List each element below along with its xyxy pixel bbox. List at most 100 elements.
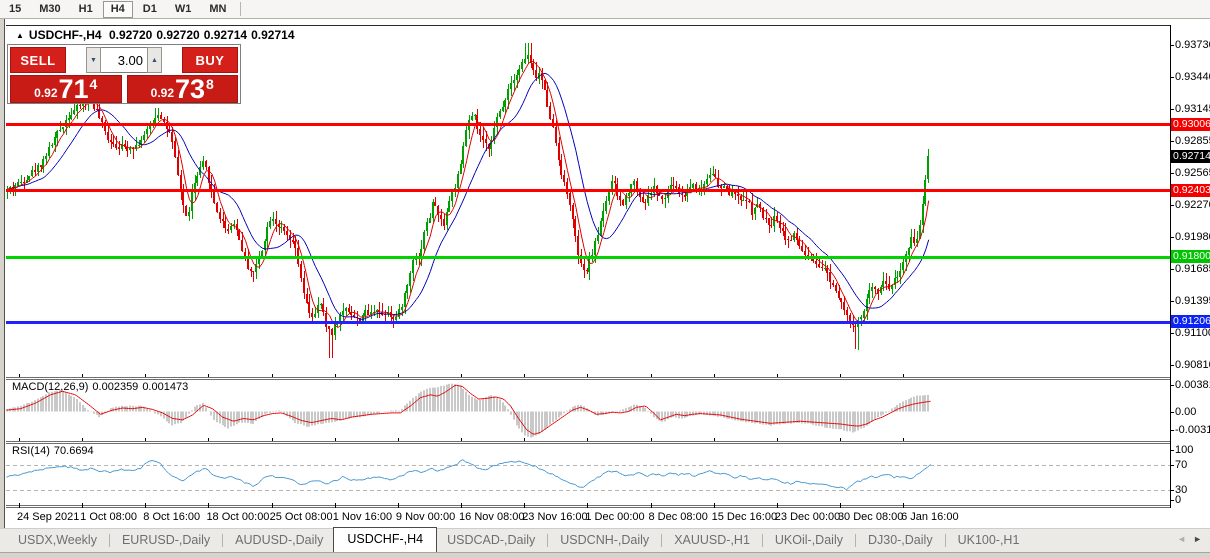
timeframe-button-w1[interactable]: W1 — [174, 2, 192, 15]
volume-input[interactable] — [101, 47, 147, 73]
trade-panel-collapse-icon[interactable]: ▲ — [16, 31, 24, 40]
chart-tab-xauusd[interactable]: XAUUSD-,H1 — [674, 533, 750, 547]
price-badge: 0.91206 — [1171, 315, 1210, 329]
sell-price-point: 4 — [89, 76, 98, 92]
time-tick-mark — [397, 504, 399, 508]
rsi-label: RSI(14) 70.6694 — [12, 445, 98, 457]
toolbar-separator — [240, 2, 242, 16]
macd-name: MACD(12,26,9) — [12, 381, 89, 393]
time-tick-label: 9 Nov 00:00 — [395, 511, 456, 523]
macd-tick-mark — [1170, 430, 1174, 431]
macd-signal-value: 0.001473 — [142, 381, 189, 393]
buy-price-display[interactable]: 0.92 73 8 — [126, 74, 238, 104]
macd-label: MACD(12,26,9) 0.002359 0.001473 — [12, 381, 192, 393]
time-tick-label: 8 Oct 16:00 — [143, 511, 201, 523]
tab-separator — [222, 534, 224, 547]
sell-button[interactable]: SELL — [10, 47, 66, 73]
price-tick-label: 0.91395 — [1175, 294, 1210, 307]
rsi-tick-label: 30 — [1175, 483, 1188, 496]
price-tick-mark — [1170, 205, 1174, 206]
time-tick-label: 1 Nov 16:00 — [332, 511, 393, 523]
chart-tab-usdcnh[interactable]: USDCNH-,Daily — [560, 533, 650, 547]
chart-tab-usdcad[interactable]: USDCAD-,Daily — [447, 533, 536, 547]
buy-price-base: 0.92 — [150, 86, 174, 100]
price-tick-mark — [1170, 333, 1174, 335]
timeframe-button-d1[interactable]: D1 — [142, 2, 157, 15]
time-tick-mark — [82, 504, 84, 508]
chart-tab-uk100[interactable]: UK100-,H1 — [957, 533, 1020, 547]
rsi-indicator-chart[interactable] — [6, 443, 1170, 506]
macd-tick-label: -0.003115 — [1175, 424, 1210, 436]
macd-tick-label: 0.003811 — [1175, 379, 1210, 391]
ohlc-open: 0.92720 — [108, 28, 153, 42]
time-tick-mark — [208, 504, 210, 508]
rsi-name: RSI(14) — [12, 445, 50, 457]
chart-tab-audusd[interactable]: AUDUSD-,Daily — [235, 533, 324, 547]
chart-tab-eurusd[interactable]: EURUSD-,Daily — [121, 533, 211, 547]
one-click-trading-panel: SELL ▼ ▲ BUY 0.92 71 4 0.92 73 8 — [7, 44, 241, 104]
panel-separator[interactable] — [6, 441, 1170, 444]
chart-tab-usdx[interactable]: USDX,Weekly — [18, 533, 97, 547]
chart-top-border — [6, 25, 1170, 26]
buy-price-pips: 73 — [175, 74, 206, 104]
time-tick-label: 6 Jan 16:00 — [901, 511, 959, 523]
tab-separator — [854, 534, 856, 547]
price-tick-mark — [1170, 300, 1174, 302]
tab-separator — [108, 534, 110, 547]
price-tick-mark — [1170, 236, 1174, 238]
time-tick-label: 23 Nov 16:00 — [522, 511, 588, 523]
timeframe-button-h1[interactable]: H1 — [78, 2, 93, 15]
tab-scroll-left-icon[interactable]: ◄ — [1177, 534, 1187, 544]
macd-tick-label: 0.00 — [1175, 405, 1197, 418]
chart-tab-usdchf[interactable]: USDCHF-,H4 — [333, 527, 438, 552]
timeframe-button-h4[interactable]: H4 — [102, 0, 133, 18]
rsi-tick-mark — [1170, 450, 1174, 451]
macd-tick-mark — [1170, 411, 1174, 413]
rsi-tick-mark — [1170, 464, 1174, 466]
time-tick-label: 15 Dec 16:00 — [711, 511, 778, 523]
macd-indicator-chart[interactable] — [6, 379, 1170, 441]
chart-tab-dj30[interactable]: DJ30-,Daily — [867, 533, 933, 547]
tab-scroll-right-icon[interactable]: ► — [1193, 534, 1202, 544]
time-tick-mark — [334, 504, 336, 508]
tab-separator — [661, 534, 663, 547]
time-tick-label: 23 Dec 00:00 — [774, 511, 841, 523]
sell-price-pips: 71 — [58, 74, 89, 104]
timeframe-button-15[interactable]: 15 — [9, 2, 22, 15]
chart-tab-ukoil[interactable]: UKOil-,Daily — [774, 533, 843, 547]
timeframe-button-mn[interactable]: MN — [209, 2, 227, 15]
ohlc-low: 0.92714 — [203, 28, 248, 42]
time-tick-mark — [903, 504, 905, 508]
price-tick-label: 0.92565 — [1175, 166, 1210, 179]
tab-separator — [547, 534, 549, 547]
volume-increase-icon[interactable]: ▲ — [147, 47, 162, 73]
price-tick-mark — [1170, 269, 1174, 271]
chart-title: ▲ USDCHF-,H4 0.92720 0.92720 0.92714 0.92714 — [16, 28, 299, 42]
time-tick-label: 8 Dec 08:00 — [648, 511, 708, 523]
price-tick-mark — [1170, 172, 1174, 174]
time-tick-label: 25 Oct 08:00 — [269, 511, 333, 523]
time-tick-mark — [19, 504, 20, 508]
price-badge: 0.92714 — [1171, 149, 1210, 163]
price-tick-label: 0.93145 — [1175, 103, 1210, 116]
buy-price-point: 8 — [206, 76, 214, 92]
sell-price-display[interactable]: 0.92 71 4 — [10, 75, 122, 103]
buy-button[interactable]: BUY — [182, 47, 238, 73]
tab-separator — [761, 534, 763, 547]
panel-separator[interactable] — [6, 377, 1170, 380]
price-tick-mark — [1170, 76, 1174, 78]
time-axis: 24 Sep 2021 1 Oct 08:00 8 Oct 16:00 18 Oct … — [6, 504, 1170, 526]
timeframe-toolbar: 15 M30 H1 H4 D1 W1 MN — [0, 0, 1210, 19]
chart-symbol-period: USDCHF-,H4 — [28, 28, 102, 42]
timeframe-button-m30[interactable]: M30 — [39, 2, 61, 15]
rsi-tick-label: 100 — [1175, 444, 1194, 456]
time-tick-mark — [650, 504, 652, 508]
time-tick-mark — [461, 504, 463, 508]
rsi-tick-label: 70 — [1175, 458, 1188, 471]
time-tick-label: 18 Oct 00:00 — [206, 511, 270, 523]
price-tick-mark — [1170, 365, 1174, 366]
price-axis-separator — [1170, 25, 1171, 508]
volume-decrease-icon[interactable]: ▼ — [86, 47, 101, 73]
